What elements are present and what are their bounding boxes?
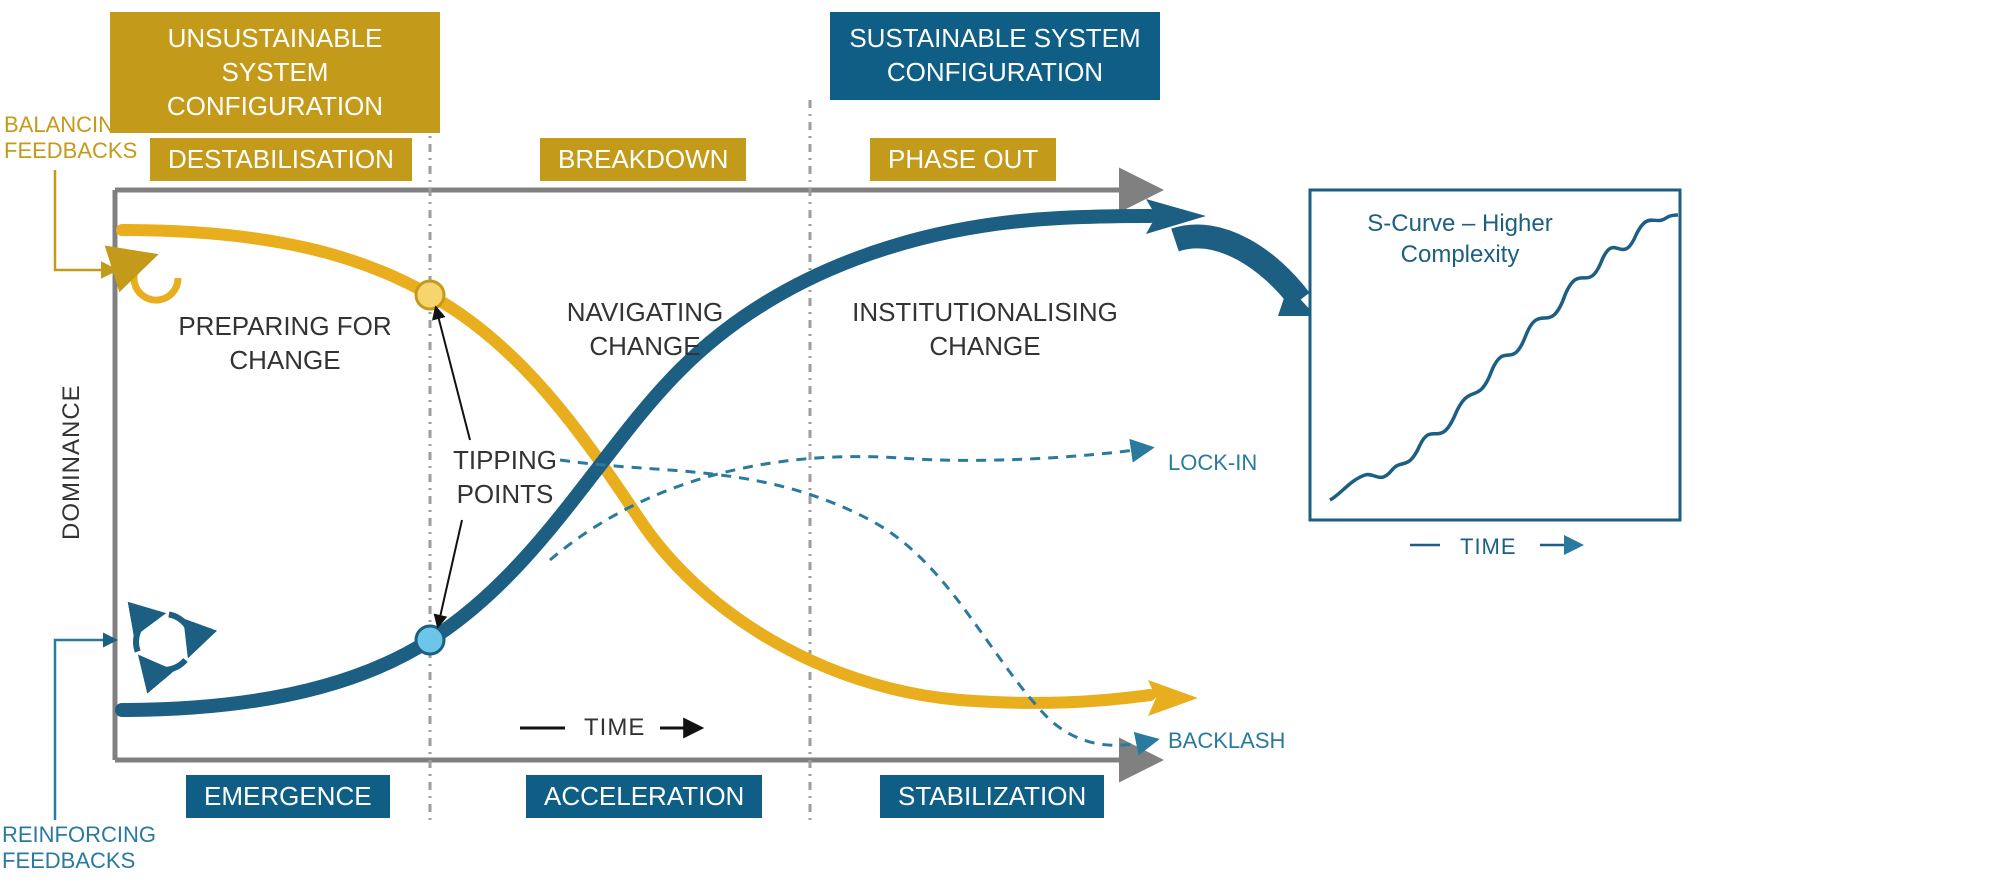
label-balancing-feedbacks: BALANCINGFEEDBACKS — [4, 112, 137, 165]
diagram-root: UNSUSTAINABLE SYSTEMCONFIGURATION SUSTAI… — [0, 0, 2010, 884]
lockin-curve — [550, 448, 1150, 560]
gold-curve-arrow — [1148, 680, 1198, 716]
inset-time-label: TIME — [1460, 534, 1517, 560]
label-reinforcing-feedbacks: REINFORCINGFEEDBACKS — [2, 822, 156, 875]
subbox-breakdown: BREAKDOWN — [540, 138, 746, 181]
subbox-phaseout: PHASE OUT — [870, 138, 1056, 181]
teal-curve — [122, 216, 1150, 710]
tipping-point-teal — [416, 626, 444, 654]
balancing-connector — [55, 170, 115, 270]
header-sustainable-text: SUSTAINABLE SYSTEMCONFIGURATION — [849, 23, 1140, 87]
label-navigating: NAVIGATINGCHANGE — [555, 296, 735, 364]
chart-axes — [115, 190, 1155, 760]
label-lockin: LOCK-IN — [1168, 450, 1257, 476]
subbox-emergence: EMERGENCE — [186, 775, 390, 818]
reinforcing-feedback-icon — [136, 614, 192, 670]
subbox-stabilization: STABILIZATION — [880, 775, 1104, 818]
subbox-acceleration: ACCELERATION — [526, 775, 762, 818]
header-unsustainable: UNSUSTAINABLE SYSTEMCONFIGURATION — [110, 12, 440, 133]
label-preparing: PREPARING FORCHANGE — [170, 310, 400, 378]
header-sustainable: SUSTAINABLE SYSTEMCONFIGURATION — [830, 12, 1160, 100]
header-unsustainable-text: UNSUSTAINABLE SYSTEMCONFIGURATION — [167, 23, 383, 121]
transition-arrow — [1175, 236, 1300, 300]
label-tipping: TIPPINGPOINTS — [440, 444, 570, 512]
subbox-destabilisation: DESTABILISATION — [150, 138, 412, 181]
label-backlash: BACKLASH — [1168, 728, 1285, 754]
tipping-arrow-up — [436, 308, 470, 440]
balancing-feedback-icon — [134, 257, 178, 300]
label-institutionalising: INSTITUTIONALISINGCHANGE — [840, 296, 1130, 364]
axis-label-time: TIME — [584, 714, 645, 742]
tipping-point-gold — [416, 281, 444, 309]
tipping-arrow-down — [438, 520, 462, 626]
inset-title: S-Curve – HigherComplexity — [1340, 208, 1580, 270]
axis-label-dominance: DOMINANCE — [58, 384, 86, 540]
reinforcing-connector — [55, 640, 115, 820]
